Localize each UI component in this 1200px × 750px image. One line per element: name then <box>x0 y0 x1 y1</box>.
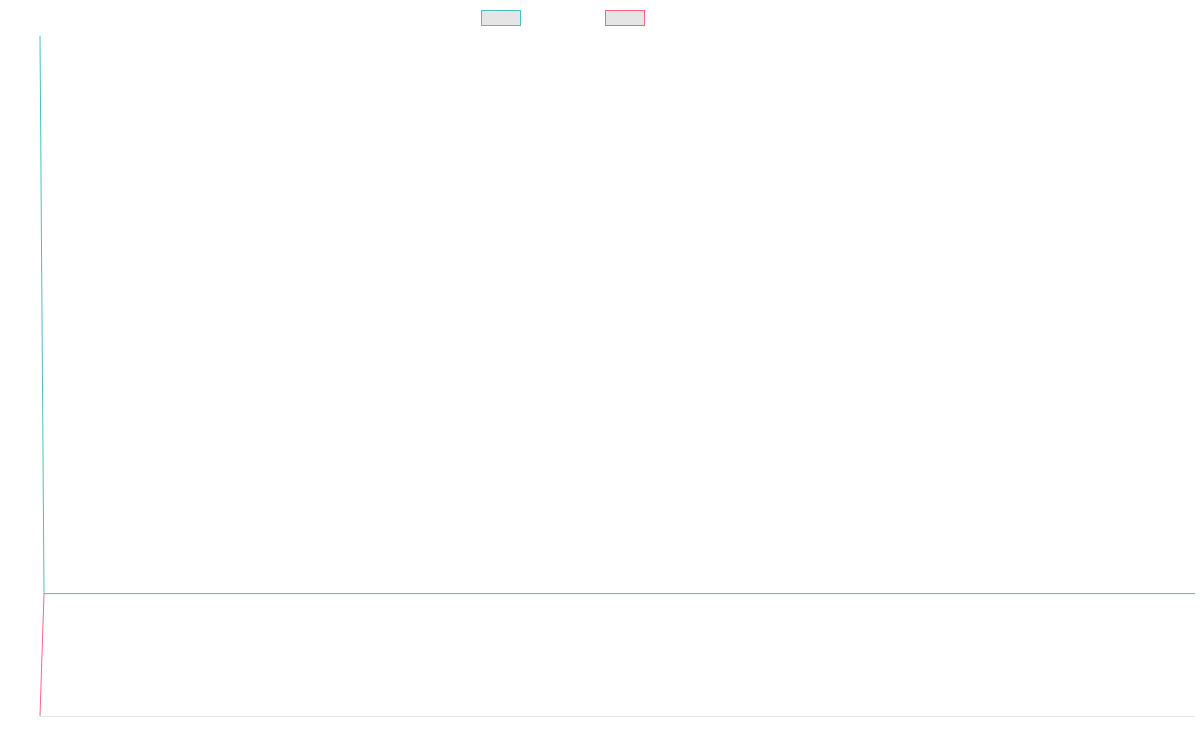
series-layer <box>39 35 1195 717</box>
series-line-1 <box>39 35 1195 595</box>
series-line-2 <box>39 593 45 717</box>
legend-swatch-1[interactable] <box>481 10 521 26</box>
chart-legend <box>481 10 645 26</box>
legend-swatch-2[interactable] <box>605 10 645 26</box>
